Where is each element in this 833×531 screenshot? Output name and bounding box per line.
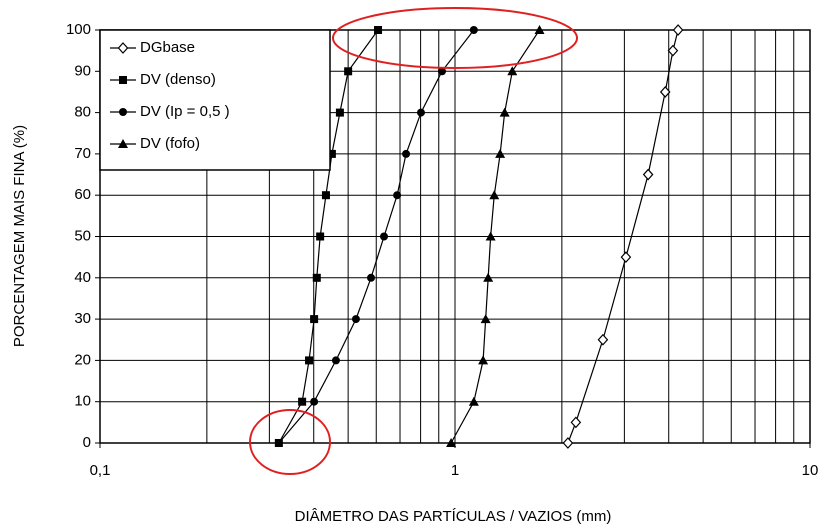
marker — [321, 191, 330, 200]
marker — [672, 24, 684, 36]
legend-label: DV (denso) — [140, 71, 216, 88]
marker — [298, 397, 307, 406]
y-tick-label: 80 — [74, 104, 91, 121]
marker — [335, 108, 344, 117]
marker — [416, 108, 425, 117]
x-tick-label: 1 — [451, 462, 459, 479]
marker — [310, 315, 319, 324]
marker — [344, 67, 353, 76]
y-tick-label: 30 — [74, 310, 91, 327]
y-tick-label: 10 — [74, 393, 91, 410]
legend-label: DGbase — [140, 39, 195, 56]
legend-box — [99, 29, 331, 171]
marker — [667, 44, 679, 57]
marker — [305, 356, 314, 365]
legend-marker — [118, 139, 128, 148]
marker — [534, 25, 545, 34]
legend-marker — [119, 76, 127, 84]
marker — [380, 232, 389, 241]
marker — [483, 272, 494, 282]
marker — [659, 86, 671, 98]
highlight-ellipse — [249, 409, 331, 475]
marker — [489, 190, 500, 200]
y-tick-label: 70 — [74, 145, 91, 162]
legend-label: DV (fofo) — [140, 135, 200, 152]
marker — [327, 149, 336, 158]
marker — [597, 333, 609, 346]
marker — [374, 26, 383, 34]
x-tick-label: 10 — [802, 462, 819, 479]
marker — [312, 273, 321, 282]
marker — [570, 416, 582, 429]
marker — [478, 355, 489, 365]
marker — [367, 273, 376, 282]
x-tick-label: 0,1 — [90, 462, 111, 479]
marker — [402, 149, 411, 158]
marker — [495, 148, 506, 158]
marker — [469, 26, 478, 34]
marker — [316, 232, 325, 241]
y-tick-label: 100 — [66, 21, 91, 38]
marker — [437, 67, 446, 76]
highlight-ellipse — [332, 7, 578, 69]
legend-marker — [117, 42, 129, 54]
marker — [446, 438, 457, 447]
x-axis-label: DIÂMETRO DAS PARTÍCULAS / VAZIOS (mm) — [295, 508, 612, 525]
marker — [562, 437, 574, 449]
marker — [468, 396, 479, 406]
y-tick-label: 40 — [74, 269, 91, 286]
marker — [485, 231, 496, 241]
marker — [331, 356, 340, 365]
legend-marker — [119, 108, 127, 116]
marker — [499, 107, 510, 117]
series-line — [567, 29, 679, 444]
y-tick-label: 50 — [74, 227, 91, 244]
legend-label: DV (Ip = 0,5 ) — [140, 103, 230, 120]
y-tick-label: 0 — [83, 434, 91, 451]
marker — [507, 66, 518, 76]
y-tick-label: 20 — [74, 351, 91, 368]
y-tick-label: 90 — [74, 62, 91, 79]
marker — [310, 397, 319, 406]
marker — [274, 439, 283, 447]
marker — [480, 314, 491, 324]
y-tick-label: 60 — [74, 186, 91, 203]
y-axis-label: PORCENTAGEM MAIS FINA (%) — [11, 125, 28, 347]
plot-frame — [99, 29, 811, 444]
marker — [393, 191, 402, 200]
marker — [642, 168, 654, 181]
marker — [351, 315, 360, 324]
marker — [620, 251, 632, 264]
